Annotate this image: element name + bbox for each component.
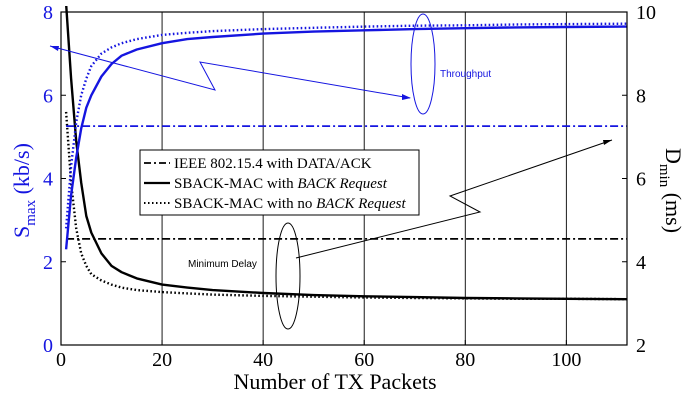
- throughput-arrowhead: [50, 46, 59, 51]
- y-left-unit: (kb/s): [9, 143, 34, 200]
- legend-label-2-main: SBACK-MAC with no: [174, 196, 316, 212]
- y-left-main: S: [9, 226, 34, 238]
- x-axis-label: Number of TX Packets: [233, 369, 436, 394]
- y-right-tick-label-4: 10: [636, 2, 656, 24]
- y-right-tick-label-1: 4: [636, 252, 646, 274]
- delay-label: Minimum Delay: [188, 259, 257, 270]
- throughput-series-solid-line: [64, 25, 627, 250]
- y-right-tick-label-3: 8: [636, 85, 646, 107]
- throughput-arrow: [49, 45, 411, 99]
- throughput-series-dotted-line: [64, 22, 627, 229]
- y-left-tick-label-1: 2: [43, 252, 53, 274]
- y-right-sub: min: [656, 164, 672, 188]
- legend-box: [139, 149, 420, 216]
- y-left-tick-label-0: 0: [43, 335, 53, 357]
- delay-series-solid-line: [65, 6, 627, 301]
- legend-label-1-italic: BACK Request: [297, 176, 387, 192]
- delay-arrow: [295, 139, 613, 259]
- y-left-tick-label-4: 8: [43, 2, 53, 24]
- throughput-ellipse: [410, 13, 436, 115]
- y-right-tick-label-0: 2: [636, 335, 646, 357]
- legend: IEEE 802.15.4 with DATA/ACK SBACK-MAC wi…: [139, 149, 420, 216]
- y-right-tick-label-2: 6: [636, 169, 646, 191]
- legend-label-2: SBACK-MAC with no BACK Request: [174, 196, 407, 212]
- x-tick-label-0: 0: [56, 349, 66, 371]
- throughput-label: Throughput: [440, 69, 491, 80]
- x-tick-label-1: 20: [152, 349, 172, 371]
- x-tick-label-4: 80: [455, 349, 475, 371]
- legend-label-0: IEEE 802.15.4 with DATA/ACK: [174, 156, 372, 172]
- delay-ellipse: [275, 222, 301, 330]
- tick-layer: 0 20 40 60 80 100 0 2 4 6 8 2 4 6 8 10: [43, 2, 656, 371]
- delay-arrowhead: [603, 140, 612, 145]
- legend-label-1: SBACK-MAC with BACK Request: [174, 176, 388, 192]
- y-axis-right-label: Dmin (ms): [656, 148, 686, 233]
- y-right-main: D: [661, 148, 686, 164]
- x-tick-label-5: 100: [551, 349, 581, 371]
- y-right-unit: (ms): [661, 187, 686, 233]
- legend-label-1-main: SBACK-MAC with: [174, 176, 297, 192]
- throughput-arrowhead-end: [402, 94, 411, 100]
- throughput-annotation: Throughput: [49, 13, 491, 115]
- y-left-tick-label-2: 4: [43, 169, 53, 191]
- y-axis-left-label: Smax (kb/s): [9, 143, 39, 238]
- delay-annotation: Minimum Delay: [188, 139, 613, 330]
- legend-label-2-italic: BACK Request: [316, 196, 406, 212]
- x-tick-label-3: 60: [354, 349, 374, 371]
- x-tick-label-2: 40: [253, 349, 273, 371]
- series-layer: [64, 6, 627, 301]
- y-left-sub: max: [23, 199, 39, 225]
- y-left-tick-label-3: 6: [43, 85, 53, 107]
